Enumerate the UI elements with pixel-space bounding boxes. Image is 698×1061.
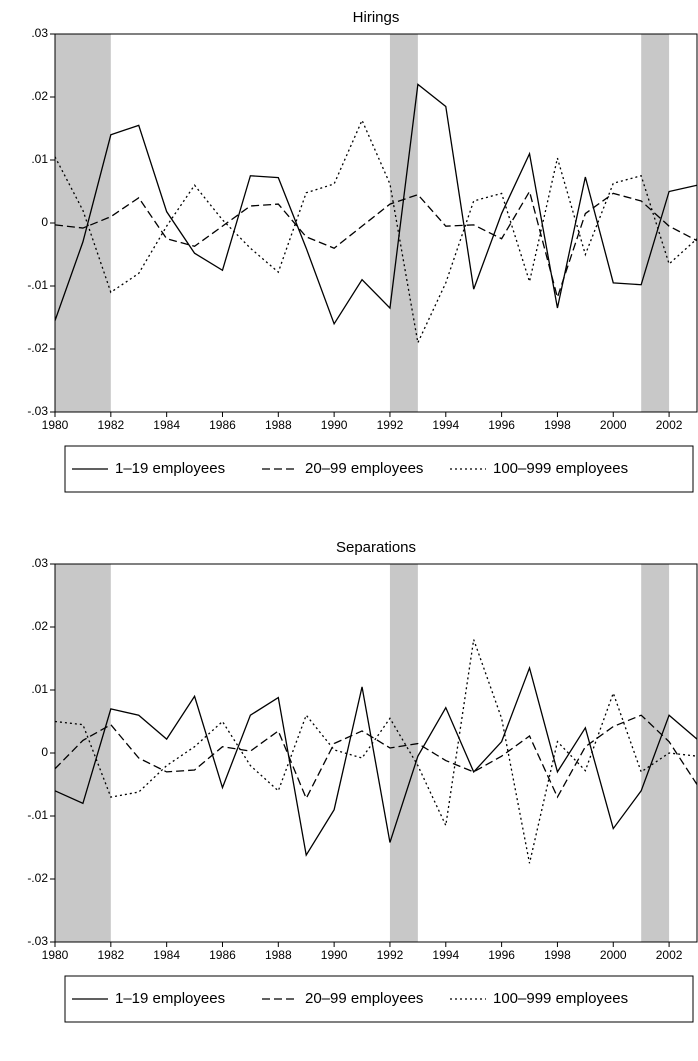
chart-title: Separations [336, 539, 416, 556]
y-tick-label: .02 [31, 619, 48, 633]
x-tick-label: 1996 [488, 418, 515, 432]
recession-shade [55, 564, 111, 942]
x-tick-label: 1988 [265, 948, 292, 962]
recession-shade [55, 34, 111, 412]
x-tick-label: 2000 [600, 948, 627, 962]
series-line [54, 83, 698, 326]
series-line [54, 639, 698, 864]
y-tick-label: -.01 [27, 808, 48, 822]
y-tick-label: .03 [31, 556, 48, 570]
x-tick-label: 2000 [600, 418, 627, 432]
y-tick-label: 0 [41, 745, 48, 759]
series-line [54, 714, 698, 800]
y-tick-label: -.03 [27, 404, 48, 418]
x-tick-label: 1986 [209, 418, 236, 432]
x-tick-label: 1982 [97, 418, 124, 432]
plot-frame [54, 563, 698, 943]
x-tick-label: 1984 [153, 948, 180, 962]
x-tick-label: 1988 [265, 418, 292, 432]
y-tick-label: .01 [31, 682, 48, 696]
x-tick-label: 1994 [432, 418, 459, 432]
x-tick-label: 1982 [97, 948, 124, 962]
y-tick-label: -.01 [27, 278, 48, 292]
x-tick-label: 1990 [321, 948, 348, 962]
legend-label: 1–19 employees [115, 990, 225, 1007]
y-tick-label: .01 [31, 152, 48, 166]
legend-label: 1–19 employees [115, 460, 225, 477]
x-tick-label: 1986 [209, 948, 236, 962]
x-tick-label: 1980 [42, 948, 69, 962]
x-tick-label: 1980 [42, 418, 69, 432]
chart-title: Hirings [353, 9, 400, 26]
x-tick-label: 1994 [432, 948, 459, 962]
x-tick-label: 1998 [544, 948, 571, 962]
recession-shade [389, 34, 418, 412]
y-tick-label: -.03 [27, 934, 48, 948]
y-tick-label: -.02 [27, 871, 48, 885]
y-tick-label: .02 [31, 89, 48, 103]
legend-label: 20–99 employees [305, 460, 423, 477]
legend-label: 100–999 employees [493, 460, 628, 477]
x-tick-label: 1996 [488, 948, 515, 962]
series-line [54, 665, 698, 857]
x-tick-label: 1992 [377, 418, 404, 432]
x-tick-label: 2002 [656, 418, 683, 432]
series-line [54, 118, 698, 345]
y-tick-label: -.02 [27, 341, 48, 355]
legend-label: 100–999 employees [493, 990, 628, 1007]
legend-box [64, 975, 694, 1023]
y-tick-label: .03 [31, 26, 48, 40]
x-tick-label: 1998 [544, 418, 571, 432]
recession-shade [389, 564, 418, 942]
x-tick-label: 1984 [153, 418, 180, 432]
y-tick-label: 0 [41, 215, 48, 229]
series-line [54, 189, 698, 300]
x-tick-label: 1990 [321, 418, 348, 432]
x-tick-label: 2002 [656, 948, 683, 962]
plot-frame [54, 33, 698, 413]
legend-label: 20–99 employees [305, 990, 423, 1007]
recession-shade [641, 34, 670, 412]
legend-box [64, 445, 694, 493]
x-tick-label: 1992 [377, 948, 404, 962]
